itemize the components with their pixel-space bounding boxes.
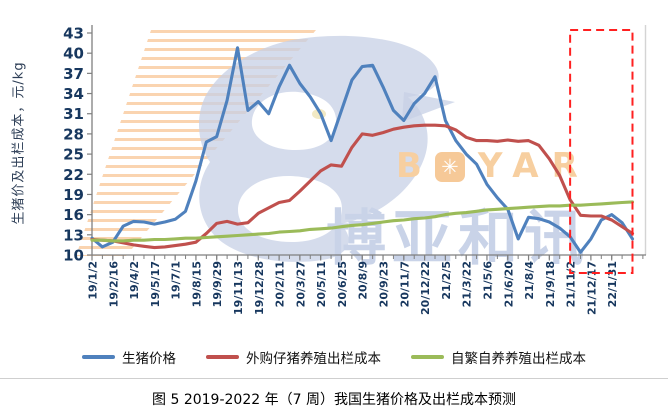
y-axis-title: 生猪价及出栏成本，元/kg bbox=[11, 61, 27, 225]
legend-line-swatch bbox=[411, 355, 444, 359]
x-tick-label: 19/7/1 bbox=[170, 261, 183, 300]
x-tick-label: 20/6/25 bbox=[336, 261, 349, 307]
x-tick-label: 19/12/28 bbox=[253, 261, 266, 315]
y-tick-label: 19 bbox=[63, 186, 84, 204]
x-tick-label: 20/12/22 bbox=[419, 261, 432, 315]
x-tick-label: 20/2/11 bbox=[274, 261, 287, 307]
legend-label: 外购仔猪养殖出栏成本 bbox=[246, 351, 381, 367]
x-tick-label: 20/11/7 bbox=[398, 261, 411, 307]
watermark-boyar-text: B ✳ YAR bbox=[396, 146, 591, 186]
y-tick-label: 28 bbox=[63, 125, 84, 143]
watermark-letter-b: B bbox=[396, 146, 435, 186]
y-tick-label: 40 bbox=[63, 45, 84, 63]
x-tick-label: 19/11/13 bbox=[232, 261, 245, 315]
series-line-0 bbox=[90, 46, 635, 254]
figure-caption: 图 5 2019-2022 年（7 周）我国生猪价格及出栏成本预测 bbox=[152, 392, 516, 408]
x-tick-label: 21/9/18 bbox=[544, 261, 557, 307]
x-tick-label: 20/3/27 bbox=[294, 261, 307, 307]
x-tick-label: 21/6/20 bbox=[502, 261, 515, 308]
x-tick-label: 21/3/22 bbox=[461, 261, 474, 307]
legend: 生猪价格 外购仔猪养殖出栏成本 自繁自养养殖出栏成本 bbox=[0, 344, 668, 370]
y-tick-label: 31 bbox=[63, 105, 84, 123]
sun-icon: ✳ bbox=[434, 152, 465, 182]
x-tick-label: 19/1/2 bbox=[87, 261, 100, 300]
legend-item-0: 生猪价格 bbox=[82, 347, 176, 367]
x-tick-label: 19/5/17 bbox=[149, 261, 162, 307]
y-tick-label: 37 bbox=[63, 65, 84, 83]
x-tick-label: 19/2/16 bbox=[107, 261, 120, 308]
x-tick-label: 21/11/2 bbox=[565, 261, 578, 307]
y-tick-label: 34 bbox=[63, 85, 84, 103]
y-tick-label: 22 bbox=[63, 166, 84, 184]
y-tick-label: 43 bbox=[63, 25, 84, 43]
x-tick-label: 22/1/31 bbox=[606, 261, 619, 307]
y-tick-label: 25 bbox=[63, 146, 84, 164]
legend-item-1: 外购仔猪养殖出栏成本 bbox=[206, 347, 381, 367]
legend-label: 自繁自养养殖出栏成本 bbox=[451, 351, 586, 367]
y-tick-label: 16 bbox=[63, 206, 84, 224]
forecast-dashed-box bbox=[569, 29, 634, 274]
series-line-1 bbox=[90, 123, 635, 250]
x-tick-label: 19/9/29 bbox=[211, 261, 224, 307]
x-tick-label: 20/5/11 bbox=[315, 261, 328, 307]
x-tick-label: 19/4/2 bbox=[128, 261, 141, 300]
y-tick-label: 10 bbox=[63, 247, 84, 265]
figure-divider bbox=[0, 378, 668, 379]
x-tick-label: 21/5/6 bbox=[481, 261, 494, 300]
series-line-2 bbox=[90, 200, 635, 243]
x-tick-label: 21/2/5 bbox=[440, 261, 453, 300]
legend-label: 生猪价格 bbox=[122, 351, 176, 367]
x-tick-label: 20/8/9 bbox=[357, 261, 370, 300]
legend-item-2: 自繁自养养殖出栏成本 bbox=[411, 347, 586, 367]
x-tick-label: 19/8/15 bbox=[190, 261, 203, 307]
watermark-chinese-text: 博亚和讯 bbox=[326, 204, 590, 274]
x-tick-label: 21/8/4 bbox=[523, 261, 536, 300]
y-tick-label: 13 bbox=[63, 226, 84, 244]
legend-line-swatch bbox=[82, 355, 115, 359]
chart-area: B ✳ YAR 博亚和讯 生猪价及出栏成本，元/kg 43 40 37 34 31 28 25 2… bbox=[11, 25, 647, 315]
x-tick-label: 21/12/17 bbox=[585, 261, 598, 315]
x-tick-label: 20/9/23 bbox=[378, 261, 391, 307]
legend-line-swatch bbox=[206, 355, 239, 359]
